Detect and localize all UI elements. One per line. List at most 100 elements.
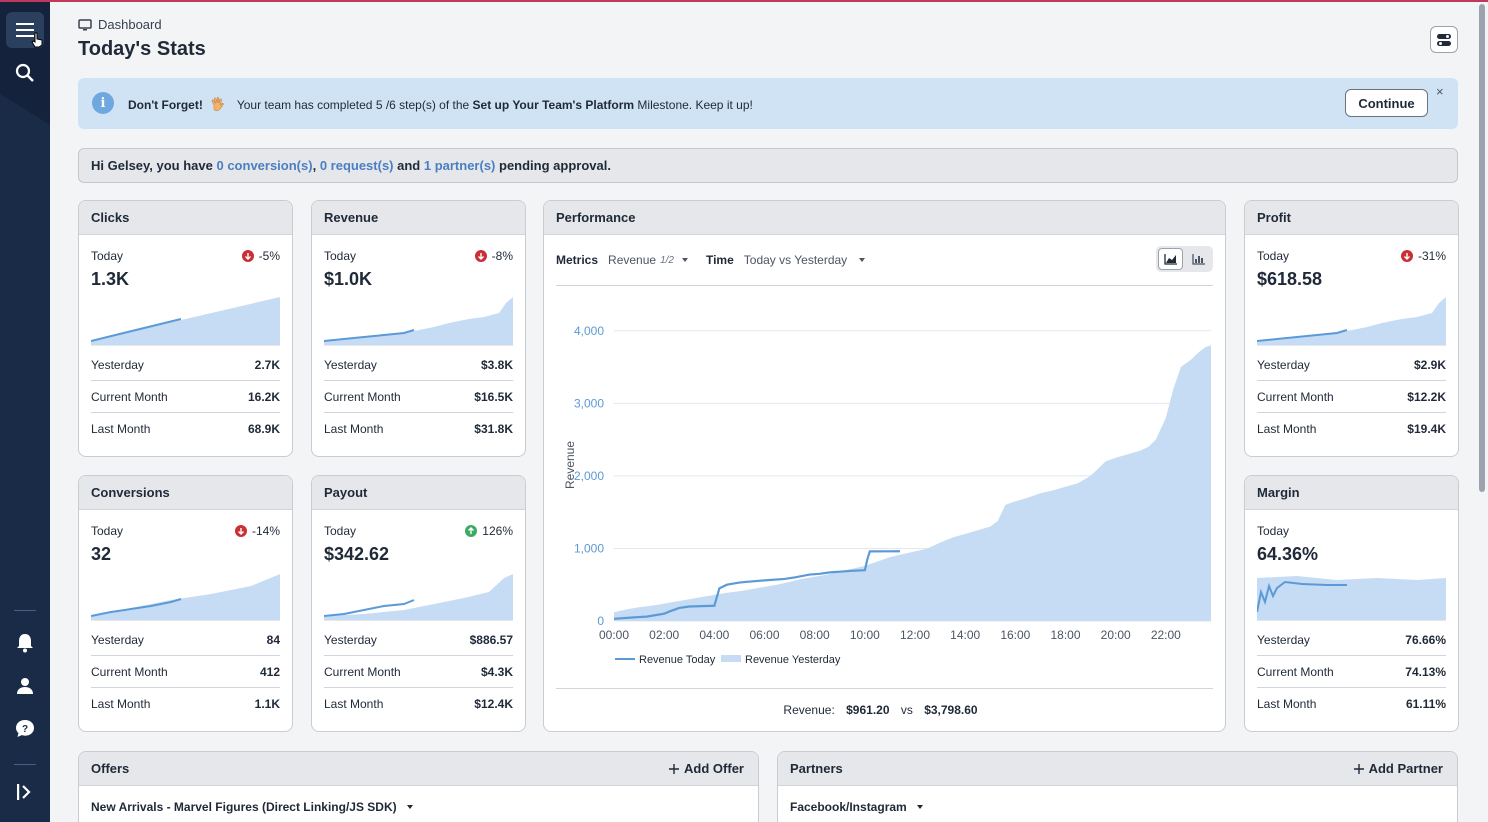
stat-label: Current Month: [1257, 664, 1334, 679]
stat-value: $19.4K: [1407, 422, 1446, 436]
clicks-sparkline: [91, 297, 280, 345]
chart-top-divider: [556, 285, 1213, 286]
stat-row-yesterday: Yesterday 84: [91, 624, 280, 656]
stat-row-yesterday: Yesterday $886.57: [324, 624, 513, 656]
stat-label: Yesterday: [324, 632, 377, 647]
today-label: Today: [1257, 524, 1290, 538]
stat-label: Last Month: [324, 422, 384, 436]
pending-partners-link[interactable]: 1 partner(s): [423, 158, 496, 173]
pending-conversions-link[interactable]: 0 conversion(s): [216, 158, 313, 173]
stat-row-yesterday: Yesterday 76.66%: [1257, 624, 1446, 656]
x-tick-label: 04:00: [699, 628, 729, 642]
x-tick-label: 18:00: [1050, 628, 1080, 642]
continue-button[interactable]: Continue: [1345, 89, 1428, 117]
partner-select[interactable]: Facebook/Instagram: [790, 800, 923, 814]
scrollbar-thumb[interactable]: [1479, 4, 1485, 492]
partners-card: Partners Add Partner Facebook/Instagram: [777, 751, 1458, 822]
conversions-card: Conversions Today -14% 32 Yesterday 84 Current…: [78, 475, 293, 732]
today-label: Today: [1257, 249, 1290, 263]
chevron-down-icon: [406, 805, 413, 809]
stat-value: 84: [266, 632, 280, 647]
view-settings-button[interactable]: [1430, 26, 1458, 53]
stat-row-last-month: Last Month 68.9K: [91, 413, 280, 445]
svg-text:?: ?: [22, 724, 28, 735]
sparkline-area: [91, 574, 280, 620]
delta-value: 126%: [482, 524, 513, 538]
search-button[interactable]: [6, 55, 44, 91]
page-scrollbar[interactable]: [1476, 0, 1488, 822]
arrow-down-icon: [241, 250, 254, 262]
stat-value: $886.57: [469, 632, 513, 647]
add-offer-button[interactable]: Add Offer: [669, 761, 744, 776]
close-banner-button[interactable]: ×: [1436, 84, 1444, 99]
breadcrumb-label: Dashboard: [98, 17, 162, 32]
profile-button[interactable]: [6, 668, 44, 704]
y-tick-label: 1,000: [574, 541, 604, 555]
breadcrumb[interactable]: Dashboard: [78, 17, 162, 32]
stat-value: 16.2K: [247, 389, 280, 404]
chart-type-toggle: [1156, 246, 1213, 272]
legend-label-yesterday: Revenue Yesterday: [745, 654, 841, 666]
offers-title: Offers: [91, 761, 130, 776]
margin-body: Today 64.36% Yesterday 76.66% Current Month 7…: [1245, 510, 1458, 731]
stat-value: 74.13%: [1405, 664, 1446, 679]
payout-title: Payout: [312, 476, 525, 510]
stat-label: Last Month: [1257, 697, 1317, 711]
divider: [1257, 345, 1446, 346]
delta-badge: -8%: [474, 249, 513, 263]
revenue-sparkline: [324, 297, 513, 345]
plus-icon: [1353, 763, 1364, 774]
summary-label: Revenue:: [783, 703, 835, 717]
offers-header: Offers Add Offer: [79, 752, 758, 786]
pending-requests-link[interactable]: 0 request(s): [319, 158, 394, 173]
sparkline-area: [1257, 297, 1446, 345]
sparkline-line: [1257, 580, 1347, 613]
chevron-down-icon: [859, 258, 866, 262]
y-tick-label: 3,000: [574, 396, 604, 410]
help-button[interactable]: ?: [6, 711, 44, 747]
stat-label: Yesterday: [91, 357, 144, 372]
delta-value: -8%: [491, 249, 513, 263]
offer-select[interactable]: New Arrivals - Marvel Figures (Direct Li…: [91, 800, 413, 814]
x-tick-label: 22:00: [1151, 628, 1181, 642]
x-tick-label: 10:00: [850, 628, 880, 642]
x-tick-label: 14:00: [950, 628, 980, 642]
revenue-title: Revenue: [312, 201, 525, 235]
revenue-today-value: $1.0K: [324, 269, 373, 289]
add-partner-button[interactable]: Add Partner: [1353, 761, 1443, 776]
stat-value: $3.8K: [480, 357, 513, 372]
time-label: Time: [705, 253, 734, 267]
area-chart-button[interactable]: [1158, 248, 1183, 270]
sparkline-area: [1257, 576, 1446, 620]
milestone-banner: i Don't Forget! Your team has completed …: [78, 78, 1458, 129]
bar-chart-button[interactable]: [1186, 248, 1211, 270]
stat-value: $12.4K: [474, 697, 513, 711]
profit-card: Profit Today -31% $618.58 Yesterday $2.9K Curr…: [1244, 200, 1459, 457]
metrics-count: 1/2: [660, 254, 674, 266]
stat-row-last-month: Last Month 61.11%: [1257, 688, 1446, 720]
x-tick-label: 02:00: [649, 628, 679, 642]
metrics-select[interactable]: Revenue 1/2: [608, 253, 688, 267]
notifications-button[interactable]: [6, 625, 44, 661]
arrow-down-icon: [474, 250, 487, 262]
user-icon: [17, 678, 33, 694]
today-row: Today -31%: [1257, 249, 1446, 263]
delta-badge: 126%: [465, 524, 513, 538]
delta-value: -14%: [251, 524, 280, 538]
bar-chart-icon: [1191, 254, 1205, 265]
time-select[interactable]: Today vs Yesterday: [744, 253, 866, 267]
revenue-yesterday-area: [614, 345, 1211, 621]
y-tick-label: 2,000: [574, 469, 604, 483]
expand-sidebar-icon: [17, 784, 31, 800]
stat-value: $12.2K: [1407, 389, 1446, 404]
payout-body: Today 126% $342.62 Yesterday $886.57 Current …: [312, 510, 525, 731]
stat-label: Current Month: [324, 664, 401, 679]
add-partner-label: Add Partner: [1368, 761, 1443, 776]
sidebar: ?: [0, 0, 50, 822]
expand-sidebar-button[interactable]: [6, 774, 44, 810]
profit-sparkline: [1257, 297, 1446, 345]
pending-approval-notice: Hi Gelsey, you have 0 conversion(s) , 0 …: [78, 148, 1458, 183]
mouse-pointer-icon: [31, 32, 43, 48]
x-tick-label: 12:00: [900, 628, 930, 642]
sparkline-area: [324, 574, 513, 620]
